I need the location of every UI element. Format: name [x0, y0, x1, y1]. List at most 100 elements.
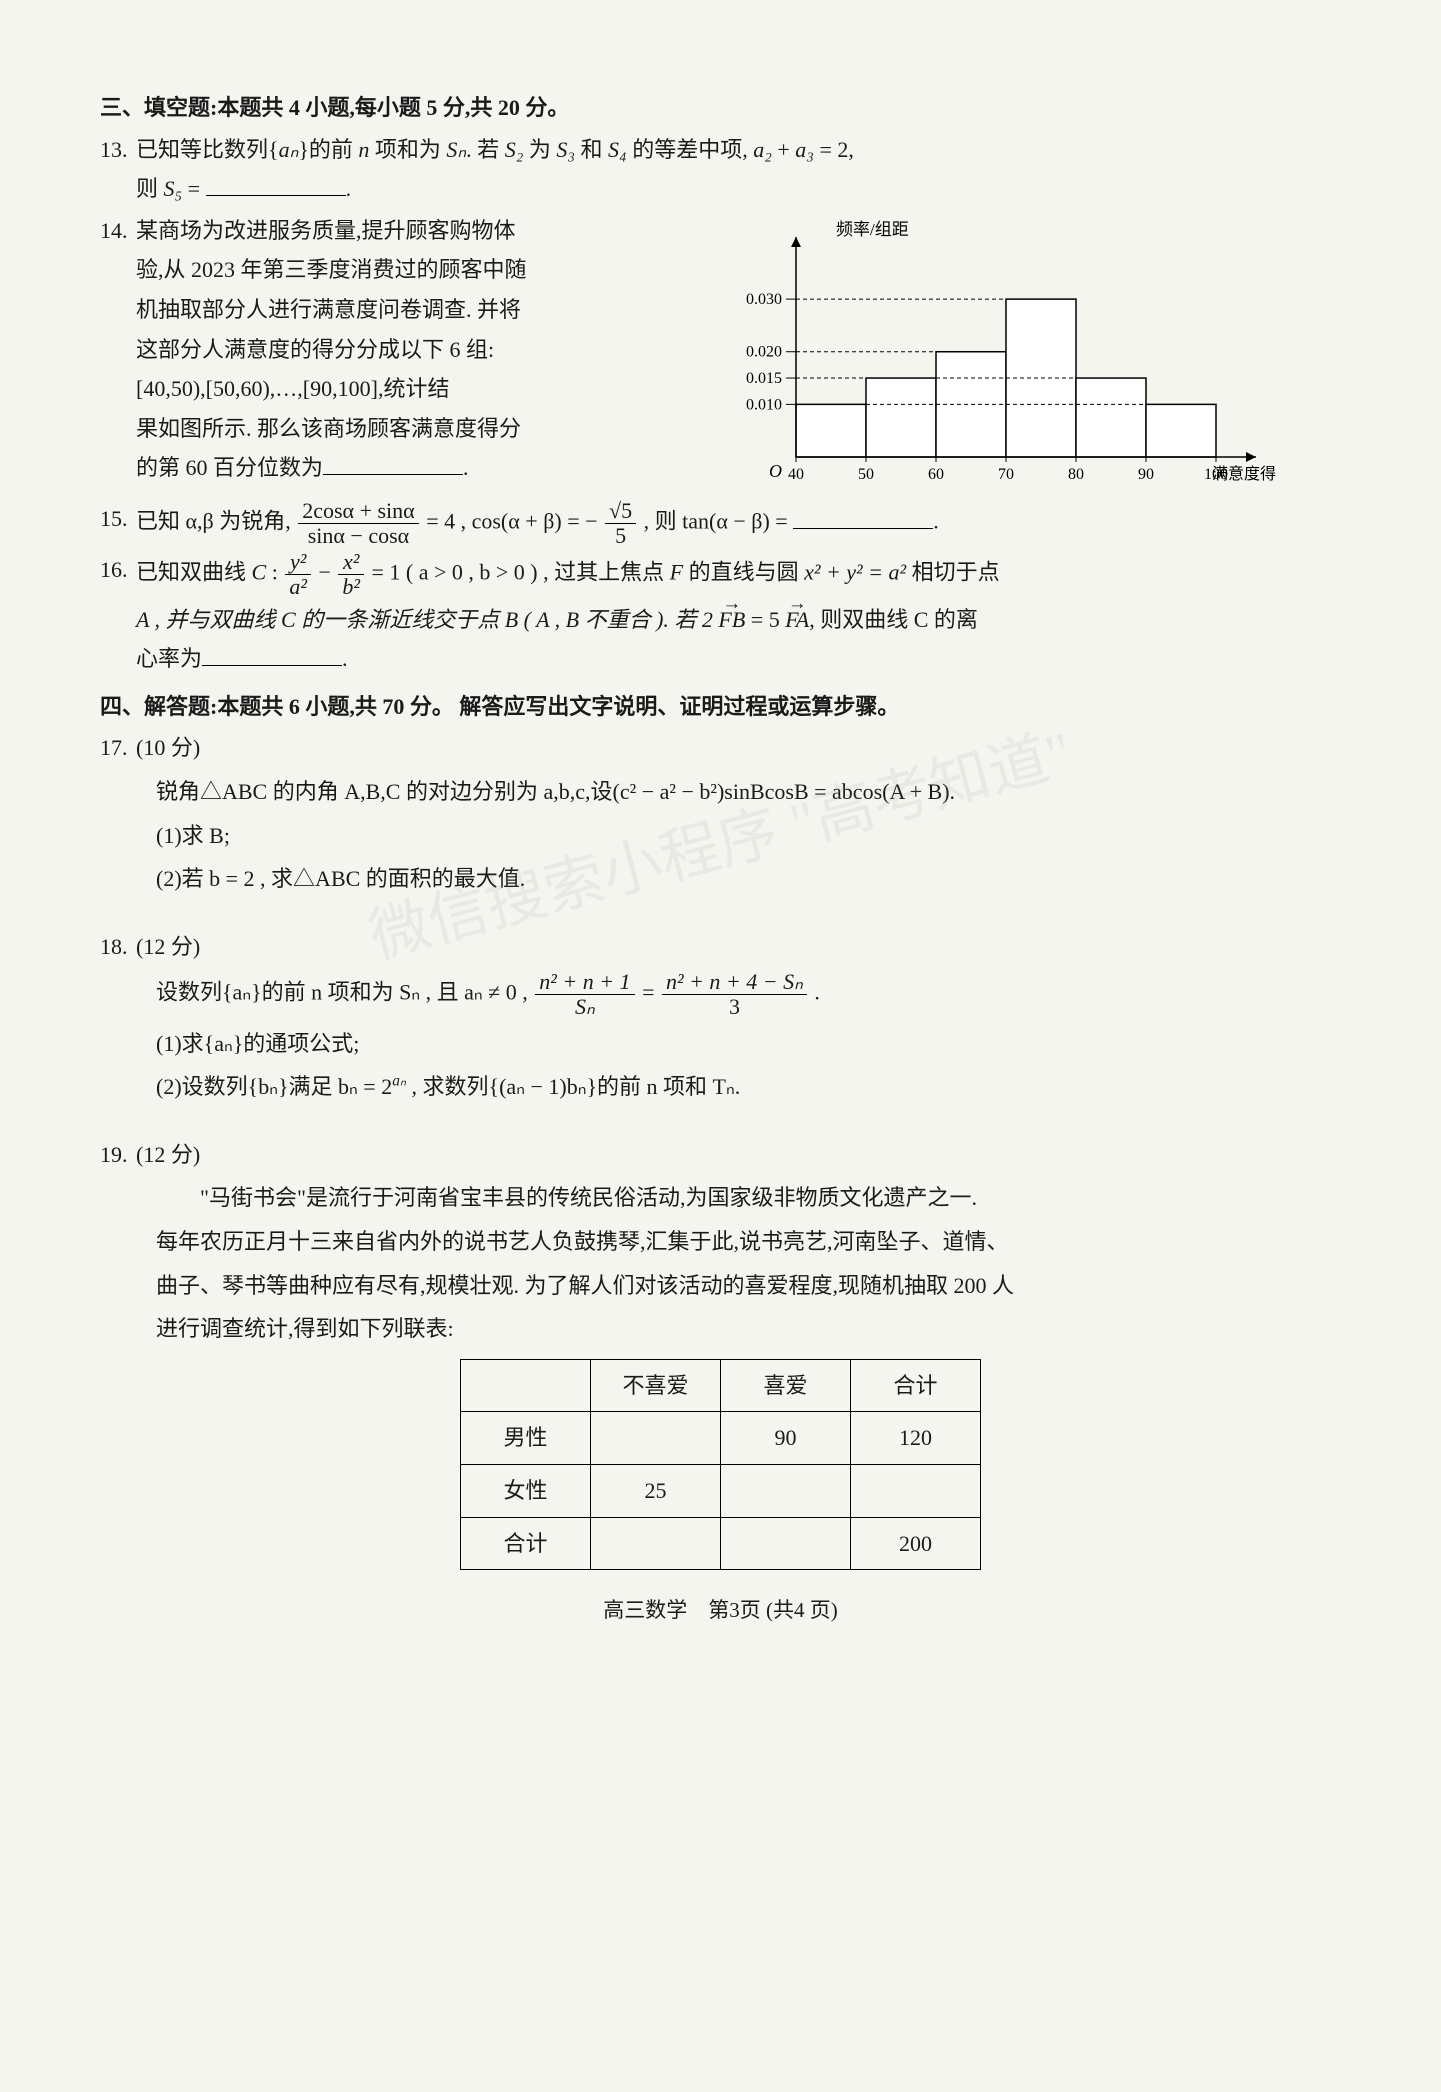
problem-16-num: 16. [100, 550, 136, 590]
q14-l6: 果如图所示. 那么该商场顾客满意度得分 [136, 409, 696, 449]
problem-19: 19. (12 分) [100, 1135, 1341, 1175]
q19-table-wrap: 不喜爱喜爱合计男性90120女性25合计200 [100, 1359, 1341, 1570]
q19-p4: 进行调查统计,得到如下列联表: [100, 1309, 1341, 1349]
q13-t-a: 已知等比数列{ [136, 137, 279, 162]
q16-l2a: A , 并与双曲线 C 的一条渐近线交于点 B ( A , B 不重合 ). 若… [136, 607, 718, 632]
q13-l2a: 则 [136, 176, 164, 201]
q18-part1: (1)求{aₙ}的通项公式; [100, 1024, 1341, 1064]
svg-text:O: O [769, 461, 782, 481]
q13-s4: S₄ [608, 137, 627, 162]
q16-frac1: y²a² [285, 550, 311, 599]
q13-a2: a₂ [753, 137, 772, 162]
q19-th-1: 不喜爱 [591, 1359, 721, 1412]
q18-eq: = [642, 980, 660, 1005]
problem-18: 18. (12 分) [100, 927, 1341, 967]
problem-13: 13. 已知等比数列{aₙ}的前 n 项和为 Sₙ. 若 S₂ 为 S₃ 和 S… [100, 130, 1341, 209]
q19-td-0-0: 男性 [461, 1412, 591, 1465]
q18-line1: 设数列{aₙ}的前 n 项和为 Sₙ , 且 aₙ ≠ 0 , n² + n +… [100, 970, 1341, 1019]
q18-p2a: (2)设数列{bₙ}满足 bₙ = 2 [156, 1074, 392, 1099]
q14-l7-wrap: 的第 60 百分位数为. [136, 448, 696, 488]
q13-t-b: }的前 [298, 137, 358, 162]
q14-l5: [40,50),[50,60),…,[90,100],统计结 [136, 369, 696, 409]
q18-f2-num: n² + n + 4 − Sₙ [662, 970, 807, 995]
q19-td-2-1 [591, 1517, 721, 1570]
q13-sn: Sₙ [446, 137, 466, 162]
q13-s5: S₅ [164, 176, 183, 201]
problem-16: 16. 已知双曲线 C : y²a² − x²b² = 1 ( a > 0 , … [100, 550, 1341, 679]
section3-header: 三、填空题:本题共 4 小题,每小题 5 分,共 20 分。 [100, 88, 1341, 128]
q16-t1: 已知双曲线 [136, 560, 252, 585]
q19-td-0-2: 90 [721, 1412, 851, 1465]
q16-f1-den: a² [285, 575, 311, 599]
q16-l2c: , 则双曲线 C 的离 [809, 607, 978, 632]
q19-td-1-1: 25 [591, 1465, 721, 1518]
page-footer: 高三数学 第3页 (共4 页) [100, 1592, 1341, 1630]
q13-s3: S₃ [556, 137, 575, 162]
q15-frac2: √55 [605, 499, 636, 548]
svg-text:80: 80 [1068, 466, 1084, 483]
q13-t-g: 的等差中项, [627, 137, 754, 162]
q19-td-1-0: 女性 [461, 1465, 591, 1518]
q17-points: (10 分) [136, 735, 200, 760]
q19-p2: 每年农历正月十三来自省内外的说书艺人负鼓携琴,汇集于此,说书亮艺,河南坠子、道情… [100, 1222, 1341, 1262]
q16-fb: FB [718, 600, 745, 640]
svg-text:0.015: 0.015 [746, 370, 782, 387]
problem-15-body: 已知 α,β 为锐角, 2cosα + sinαsinα − cosα = 4 … [136, 499, 1341, 548]
q14-l4: 这部分人满意度的得分分成以下 6 组: [136, 330, 696, 370]
svg-text:70: 70 [998, 466, 1014, 483]
q15-blank [793, 504, 933, 528]
problem-16-body: 已知双曲线 C : y²a² − x²b² = 1 ( a > 0 , b > … [136, 550, 1341, 679]
q19-td-2-2 [721, 1517, 851, 1570]
q14-period: . [463, 455, 469, 480]
problem-18-num: 18. [100, 927, 136, 967]
problem-17-num: 17. [100, 728, 136, 768]
problem-17-body: (10 分) [136, 728, 1341, 768]
svg-text:60: 60 [928, 466, 944, 483]
svg-text:0.030: 0.030 [746, 291, 782, 308]
q19-td-2-3: 200 [851, 1517, 981, 1570]
q14-l3: 机抽取部分人进行满意度问卷调查. 并将 [136, 290, 696, 330]
problem-17: 17. (10 分) [100, 728, 1341, 768]
q16-t2: : [266, 560, 283, 585]
q19-td-2-0: 合计 [461, 1517, 591, 1570]
problem-14-body: 某商场为改进服务质量,提升顾客购物体 验,从 2023 年第三季度消费过的顾客中… [136, 211, 1341, 497]
q16-f: F [670, 560, 683, 585]
problem-15: 15. 已知 α,β 为锐角, 2cosα + sinαsinα − cosα … [100, 499, 1341, 548]
svg-text:0.020: 0.020 [746, 344, 782, 361]
q18-l1a: 设数列{aₙ}的前 n 项和为 Sₙ , 且 aₙ ≠ 0 , [156, 980, 533, 1005]
q16-t4: 的直线与圆 [683, 560, 804, 585]
q18-p2b: , 求数列{(aₙ − 1)bₙ}的前 n 项和 Tₙ. [406, 1074, 740, 1099]
q16-f1-num: y² [285, 550, 311, 575]
q16-f2-num: x² [338, 550, 364, 575]
q13-eq: = 2, [814, 137, 854, 162]
q13-plus: + [772, 137, 795, 162]
q16-f2-den: b² [338, 575, 364, 599]
q16-period: . [342, 646, 348, 671]
q18-f2: n² + n + 4 − Sₙ3 [662, 970, 807, 1019]
q14-text: 某商场为改进服务质量,提升顾客购物体 验,从 2023 年第三季度消费过的顾客中… [136, 211, 696, 488]
q16-t3: = 1 ( a > 0 , b > 0 ) , 过其上焦点 [371, 560, 669, 585]
problem-19-num: 19. [100, 1135, 136, 1175]
q19-td-1-3 [851, 1465, 981, 1518]
q19-p3: 曲子、琴书等曲种应有尽有,规模壮观. 为了解人们对该活动的喜爱程度,现随机抽取 … [100, 1266, 1341, 1306]
q14-l7: 的第 60 百分位数为 [136, 455, 323, 480]
q19-td-0-1 [591, 1412, 721, 1465]
q18-points: (12 分) [136, 934, 200, 959]
q13-n: n [358, 137, 369, 162]
problem-14: 14. 某商场为改进服务质量,提升顾客购物体 验,从 2023 年第三季度消费过… [100, 211, 1341, 497]
q19-table: 不喜爱喜爱合计男性90120女性25合计200 [460, 1359, 981, 1570]
q13-s2: S₂ [505, 137, 524, 162]
q16-c: C [252, 560, 267, 585]
q19-points: (12 分) [136, 1142, 200, 1167]
q18-f1-num: n² + n + 1 [535, 970, 634, 995]
svg-text:90: 90 [1138, 466, 1154, 483]
q18-f1-den: Sₙ [535, 995, 634, 1019]
q19-th-3: 合计 [851, 1359, 981, 1412]
q18-period1: . [814, 980, 820, 1005]
q18-f1: n² + n + 1Sₙ [535, 970, 634, 1019]
q13-a3: a₃ [795, 137, 814, 162]
q16-l2b: = 5 [745, 607, 785, 632]
q16-frac2: x²b² [338, 550, 364, 599]
histogram-chart: 4050607080901000.0100.0150.0200.030O频率/组… [716, 217, 1276, 497]
q19-th-0 [461, 1359, 591, 1412]
